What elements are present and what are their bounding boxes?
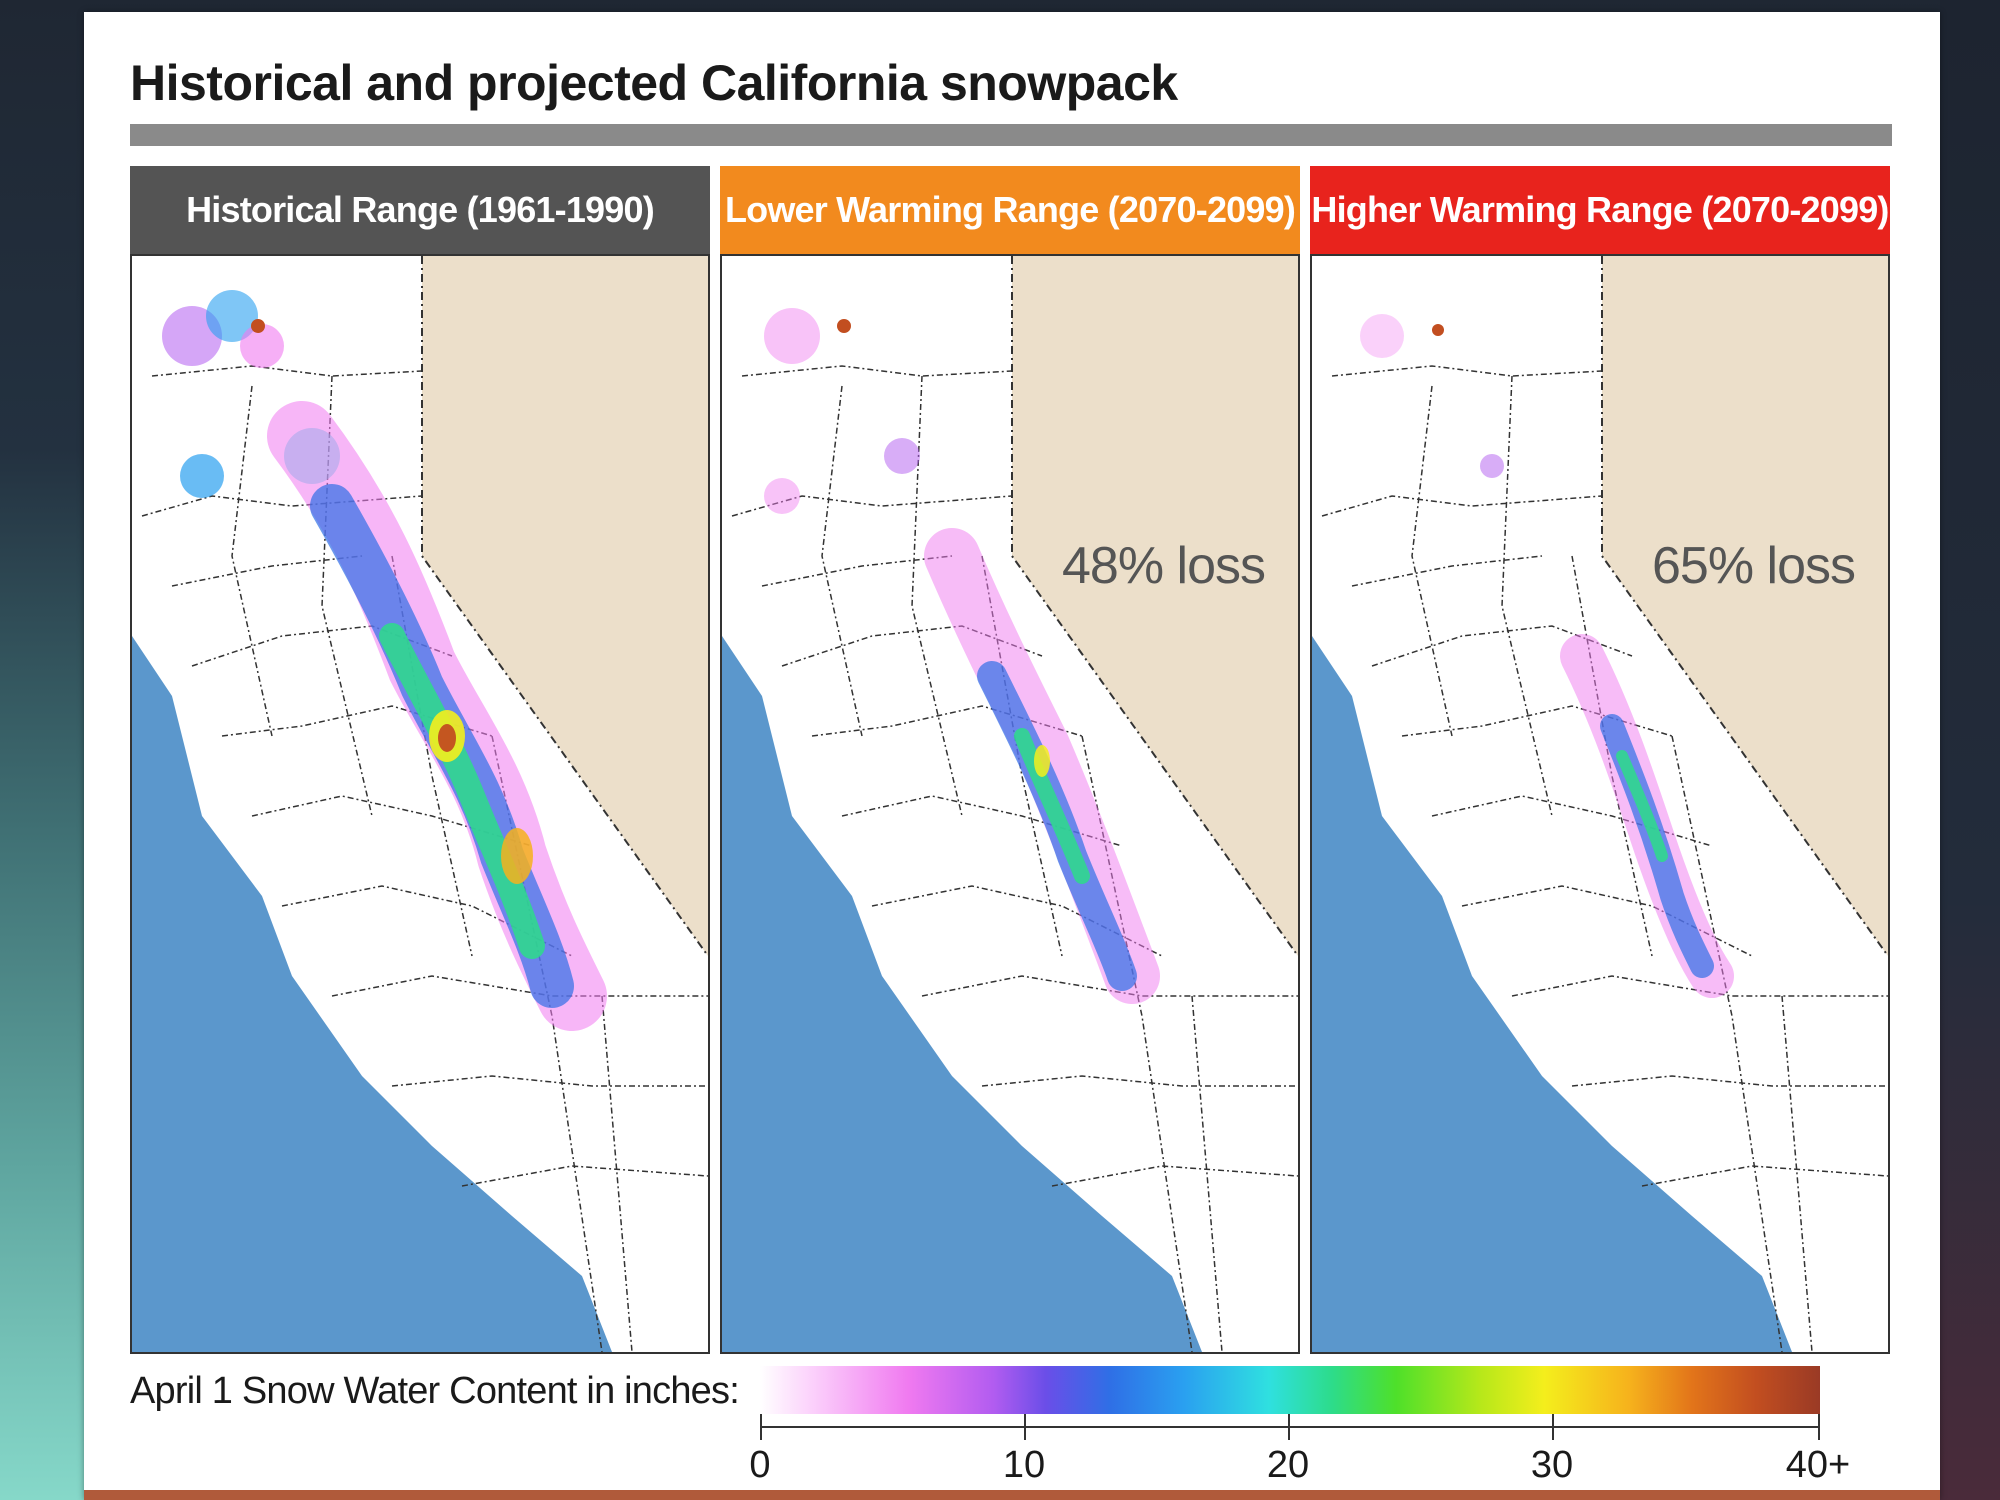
panel-header-lower: Lower Warming Range (2070-2099) (720, 166, 1300, 254)
colorbar-tick (1818, 1414, 1820, 1440)
california-map (132, 256, 708, 1352)
snow-cells (764, 308, 1160, 1004)
nevada-region (422, 256, 708, 956)
panel-lower-warming: Lower Warming Range (2070-2099) (720, 166, 1300, 1354)
colorbar-tick-label: 0 (749, 1444, 771, 1486)
california-map (1312, 256, 1888, 1352)
colorbar-tick-label: 30 (1530, 1444, 1574, 1486)
colorbar-axis (760, 1426, 1820, 1428)
colorbar-tick-label: 40+ (1785, 1444, 1851, 1486)
state-border (1601, 256, 1888, 957)
loss-label: 48% loss (1062, 537, 1266, 595)
figure-card: Historical and projected California snow… (84, 12, 1940, 1500)
colorbar-tick (1288, 1414, 1290, 1440)
panel-historical: Historical Range (1961-1990) (130, 166, 710, 1354)
map-historical (130, 254, 710, 1354)
state-border (1011, 256, 1298, 957)
state-border (421, 256, 708, 957)
panel-header-historical: Historical Range (1961-1990) (130, 166, 710, 254)
colorbar-tick (1552, 1414, 1554, 1440)
colorbar-tick (1024, 1414, 1026, 1440)
title-rule (130, 124, 1892, 146)
background-edge (1940, 0, 2000, 1500)
california-map (722, 256, 1298, 1352)
map-lower-warming: 48% loss (720, 254, 1300, 1354)
colorbar-tick-label: 20 (1266, 1444, 1310, 1486)
panel-higher-warming: Higher Warming Range (2070-2099) (1310, 166, 1890, 1354)
panel-header-higher: Higher Warming Range (2070-2099) (1310, 166, 1890, 254)
map-higher-warming: 65% loss (1310, 254, 1890, 1354)
card-bottom-edge (84, 1490, 1940, 1500)
ocean-region (1312, 636, 1792, 1352)
county-lines (1321, 365, 1888, 1352)
colorbar-tick (760, 1414, 762, 1440)
nevada-region (1602, 256, 1888, 956)
snow-cells (162, 290, 607, 1031)
ocean-region (722, 636, 1202, 1352)
legend-label: April 1 Snow Water Content in inches: (130, 1370, 740, 1412)
loss-label: 65% loss (1652, 537, 1856, 595)
ocean-region (132, 636, 612, 1352)
colorbar (760, 1366, 1820, 1414)
nevada-region (1012, 256, 1298, 956)
figure-title: Historical and projected California snow… (130, 55, 1178, 111)
snow-cells (1360, 314, 1734, 998)
county-lines (141, 365, 708, 1352)
colorbar-tick-label: 10 (1002, 1444, 1046, 1486)
